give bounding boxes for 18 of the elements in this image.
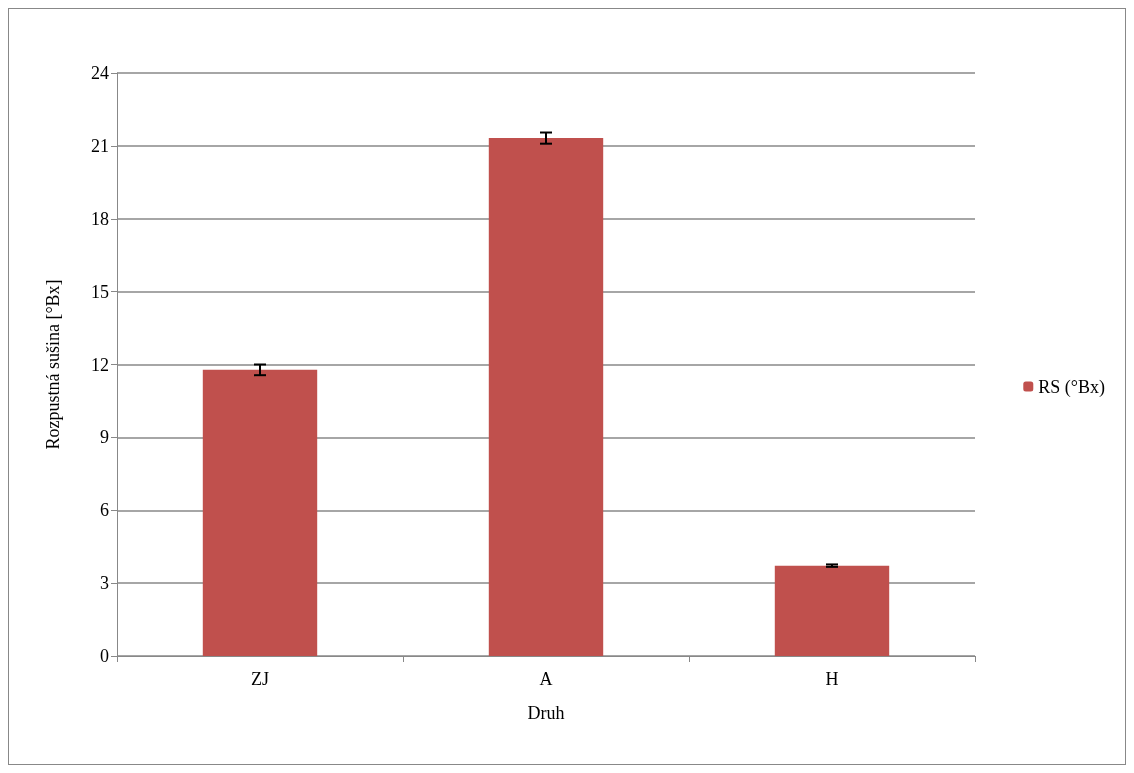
bar bbox=[202, 369, 318, 656]
y-tick-label: 0 bbox=[100, 646, 109, 666]
legend-label: RS (°Bx) bbox=[1038, 376, 1106, 398]
y-tick-label: 24 bbox=[91, 63, 109, 83]
x-tick-label: A bbox=[539, 669, 553, 689]
x-tick-label: ZJ bbox=[251, 669, 269, 689]
bar bbox=[774, 565, 890, 656]
y-axis-title: Rozpustná sušina [°Bx] bbox=[43, 279, 63, 450]
y-tick-label: 9 bbox=[100, 427, 109, 448]
x-axis-title: Druh bbox=[527, 703, 565, 723]
y-tick-label: 6 bbox=[100, 500, 109, 521]
y-tick-label: 21 bbox=[91, 135, 109, 156]
y-tick-label: 12 bbox=[91, 354, 109, 375]
x-tick-label: H bbox=[825, 669, 839, 689]
y-tick-label: 18 bbox=[91, 208, 109, 229]
y-tick-label: 3 bbox=[100, 573, 109, 594]
bar bbox=[488, 138, 604, 656]
y-tick-label: 15 bbox=[91, 281, 109, 302]
